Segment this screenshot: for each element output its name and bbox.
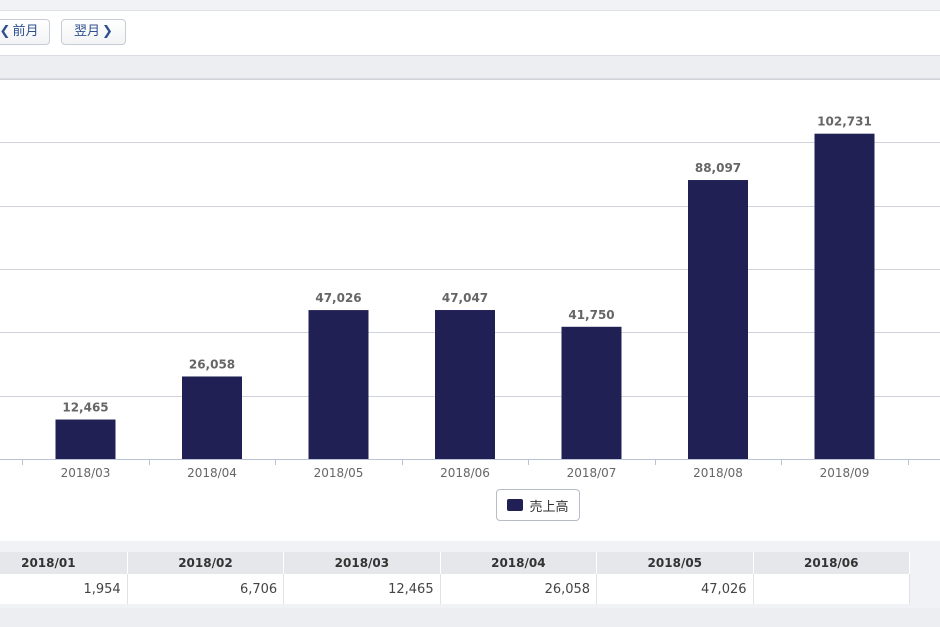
bar xyxy=(308,310,369,459)
table-cell: 12,465 xyxy=(283,574,441,604)
data-label: 88,097 xyxy=(695,161,741,175)
x-tick-label: 2018/03 xyxy=(61,466,111,480)
next-month-label: 翌月 xyxy=(74,24,101,39)
section-gap xyxy=(0,56,940,78)
data-label: 12,465 xyxy=(62,401,108,415)
table-header: 2018/01 xyxy=(0,552,128,574)
sales-bar-chart: 6,7062018/0212,4652018/0326,0582018/0447… xyxy=(0,79,940,480)
data-label: 47,026 xyxy=(315,291,361,305)
top-strip xyxy=(0,0,940,11)
table-header: 2018/02 xyxy=(127,552,285,574)
data-label: 26,058 xyxy=(189,357,235,371)
monthly-sales-table: 2018/01 2018/02 2018/03 2018/04 2018/05 … xyxy=(0,552,911,604)
table-cell xyxy=(753,574,911,604)
legend-swatch xyxy=(507,499,524,511)
bar xyxy=(182,376,242,459)
table-header: 2018/03 xyxy=(283,552,441,574)
table-header: 2018/04 xyxy=(440,552,598,574)
table-header: 2018/05 xyxy=(596,552,754,574)
data-label: 102,731 xyxy=(817,115,872,129)
table-row: 1,954 6,706 12,465 26,058 47,026 xyxy=(0,574,911,604)
table-header: 2018/06 xyxy=(753,552,911,574)
bar xyxy=(55,419,116,459)
table-cell: 1,954 xyxy=(0,574,128,604)
prev-month-button[interactable]: ❮ 前月 xyxy=(0,19,50,45)
x-tick-label: 2018/04 xyxy=(187,466,237,480)
data-label: 41,750 xyxy=(568,308,614,322)
sales-chart-panel: 6,7062018/0212,4652018/0326,0582018/0447… xyxy=(0,78,940,541)
x-tick-label: 2018/09 xyxy=(820,466,870,480)
month-navigation-bar: ❮ 前月 翌月 ❯ xyxy=(0,11,940,56)
bar xyxy=(435,310,495,459)
legend-label: 売上高 xyxy=(529,499,569,515)
chart-legend[interactable]: 売上高 xyxy=(496,489,580,521)
data-label: 47,047 xyxy=(442,291,488,305)
x-tick-label: 2018/07 xyxy=(567,466,617,480)
next-month-button[interactable]: 翌月 ❯ xyxy=(61,19,126,45)
bar xyxy=(561,326,622,459)
x-tick-label: 2018/05 xyxy=(314,466,364,480)
monthly-sales-table-wrap: 2018/01 2018/02 2018/03 2018/04 2018/05 … xyxy=(0,552,940,608)
bottom-strip xyxy=(0,608,940,627)
chevron-right-icon: ❯ xyxy=(102,24,113,39)
x-tick-label: 2018/06 xyxy=(440,466,490,480)
chevron-left-icon: ❮ xyxy=(0,24,11,39)
bar xyxy=(688,180,748,459)
prev-month-label: 前月 xyxy=(12,24,39,39)
table-cell: 47,026 xyxy=(596,574,754,604)
table-cell: 26,058 xyxy=(440,574,598,604)
bar xyxy=(814,133,875,459)
table-header-row: 2018/01 2018/02 2018/03 2018/04 2018/05 … xyxy=(0,552,911,574)
x-tick-label: 2018/08 xyxy=(693,466,743,480)
table-cell: 6,706 xyxy=(127,574,285,604)
